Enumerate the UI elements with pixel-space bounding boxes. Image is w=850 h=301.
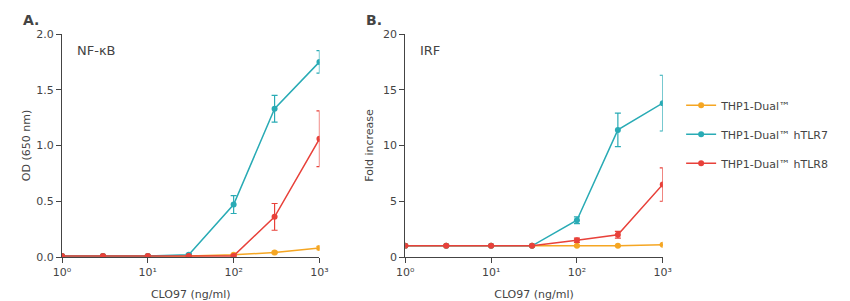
svg-text:Fold increase: Fold increase: [363, 109, 376, 182]
svg-text:0: 0: [390, 251, 397, 264]
svg-text:10¹: 10¹: [482, 266, 500, 279]
svg-text:10³: 10³: [310, 266, 328, 279]
svg-text:A.: A.: [23, 12, 39, 28]
svg-text:10²: 10²: [224, 266, 242, 279]
svg-text:CLO97 (ng/ml): CLO97 (ng/ml): [494, 288, 574, 301]
svg-text:THP1-Dual™ hTLR8: THP1-Dual™ hTLR8: [720, 158, 828, 171]
svg-text:THP1-Dual™ hTLR7: THP1-Dual™ hTLR7: [720, 129, 828, 142]
svg-text:10⁰: 10⁰: [53, 266, 72, 279]
svg-text:CLO97 (ng/ml): CLO97 (ng/ml): [151, 288, 231, 301]
svg-text:THP1-Dual™: THP1-Dual™: [720, 100, 790, 113]
svg-text:0.5: 0.5: [36, 195, 54, 208]
svg-text:2.0: 2.0: [36, 28, 54, 41]
svg-text:15: 15: [383, 84, 397, 97]
svg-text:5: 5: [390, 195, 397, 208]
svg-text:10: 10: [383, 139, 397, 152]
svg-text:10⁰: 10⁰: [396, 266, 415, 279]
svg-text:1.5: 1.5: [36, 84, 54, 97]
svg-text:B.: B.: [366, 12, 382, 28]
svg-text:1.0: 1.0: [36, 139, 54, 152]
svg-text:10³: 10³: [654, 266, 672, 279]
svg-text:10¹: 10¹: [139, 266, 157, 279]
svg-text:NF-κB: NF-κB: [77, 43, 115, 58]
svg-text:20: 20: [383, 28, 397, 41]
svg-text:10²: 10²: [568, 266, 586, 279]
svg-text:OD (650 nm): OD (650 nm): [20, 110, 33, 181]
svg-text:0.0: 0.0: [36, 251, 54, 264]
svg-text:IRF: IRF: [420, 43, 440, 58]
